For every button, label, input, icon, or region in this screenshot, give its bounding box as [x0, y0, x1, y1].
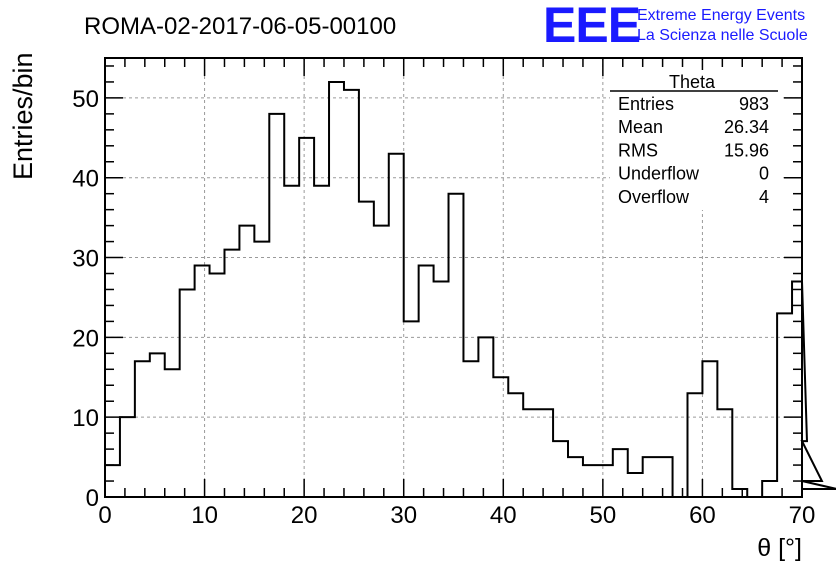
- x-tick-label: 70: [789, 502, 816, 529]
- x-tick-label: 10: [191, 502, 218, 529]
- y-axis-title: Entries/bin: [8, 52, 38, 180]
- stats-box: Theta Entries 983 Mean 26.34 RMS 15.96 Underfl…: [610, 70, 780, 210]
- plot-frame: [104, 57, 803, 498]
- x-tick-label: 60: [689, 502, 716, 529]
- x-tick-label: 30: [390, 502, 417, 529]
- y-tick-label: 40: [72, 166, 99, 193]
- x-tick-label: 50: [590, 502, 617, 529]
- x-tick-label: 40: [490, 502, 517, 529]
- x-axis-title: θ [°]: [757, 534, 802, 562]
- stats-row-value: 4: [759, 187, 769, 207]
- stats-row-label: RMS: [618, 140, 658, 160]
- x-tick-label: 0: [98, 502, 111, 529]
- y-tick-label: 10: [72, 405, 99, 432]
- stats-rows: Entries 983 Mean 26.34 RMS 15.96 Underflow 0 Ove…: [618, 94, 769, 207]
- histogram-outline: [104, 80, 836, 498]
- stats-row-value: 15.96: [724, 140, 769, 160]
- x-tick-label: 20: [291, 502, 318, 529]
- y-tick-label: 20: [72, 325, 99, 352]
- stats-row-label: Overflow: [618, 187, 690, 207]
- eee-logo-line2: La Scienza nelle Scuole: [637, 27, 808, 44]
- eee-logo: EEE Extreme Energy Events La Scienza nel…: [543, 0, 808, 53]
- y-tick-label: 50: [72, 86, 99, 113]
- axis-ticks: [104, 58, 803, 498]
- stats-box-background: [610, 70, 780, 210]
- y-tick-label: 30: [72, 246, 99, 273]
- stats-row-value: 0: [759, 164, 769, 184]
- stats-row-value: 983: [739, 94, 769, 114]
- chart-title: ROMA-02-2017-06-05-00100: [84, 13, 396, 40]
- eee-logo-mark: EEE: [543, 0, 640, 53]
- stats-row-value: 26.34: [724, 117, 769, 137]
- y-tick-label: 0: [86, 485, 99, 512]
- stats-row-label: Mean: [618, 117, 663, 137]
- stats-title: Theta: [669, 72, 716, 92]
- stats-row-label: Entries: [618, 94, 674, 114]
- stats-row-label: Underflow: [618, 164, 700, 184]
- eee-logo-line1: Extreme Energy Events: [637, 7, 805, 24]
